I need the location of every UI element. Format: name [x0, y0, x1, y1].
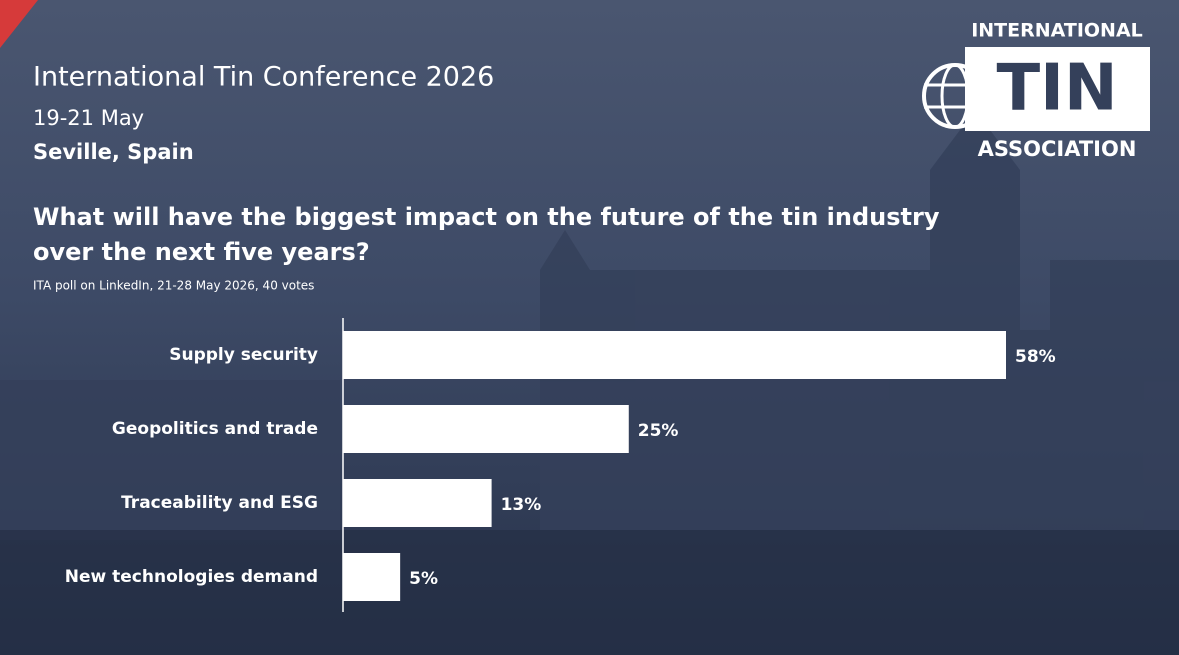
- subtitle: 19-21 May: [33, 106, 144, 130]
- value-label: 5%: [409, 569, 438, 589]
- title: International Tin Conference 2026: [33, 62, 494, 93]
- bar: [343, 479, 492, 527]
- logo: INTERNATIONAL TIN ASSOCIATION: [922, 20, 1150, 161]
- question: What will have the biggest impact on the…: [33, 203, 940, 231]
- subtitle: Seville, Spain: [33, 140, 194, 164]
- value-label: 25%: [638, 421, 679, 441]
- category-label: Supply security: [169, 345, 318, 365]
- category-label: Traceability and ESG: [121, 493, 318, 513]
- value-label: 13%: [501, 495, 542, 515]
- value-label: 58%: [1015, 347, 1056, 367]
- category-label: Geopolitics and trade: [112, 419, 318, 439]
- bar: [343, 553, 401, 601]
- question: over the next five years?: [33, 238, 370, 266]
- logo-text: ASSOCIATION: [978, 137, 1137, 161]
- building-silhouette: [0, 110, 1179, 540]
- source-note: ITA poll on LinkedIn, 21-28 May 2026, 40…: [33, 279, 314, 293]
- water: [0, 530, 1179, 655]
- bar: [343, 405, 629, 453]
- category-label: New technologies demand: [65, 567, 318, 587]
- logo-box: [965, 47, 1150, 131]
- corner-accent: [0, 0, 38, 48]
- logo-text: TIN: [996, 52, 1117, 126]
- logo-text: INTERNATIONAL: [971, 20, 1143, 42]
- bar: [343, 331, 1006, 379]
